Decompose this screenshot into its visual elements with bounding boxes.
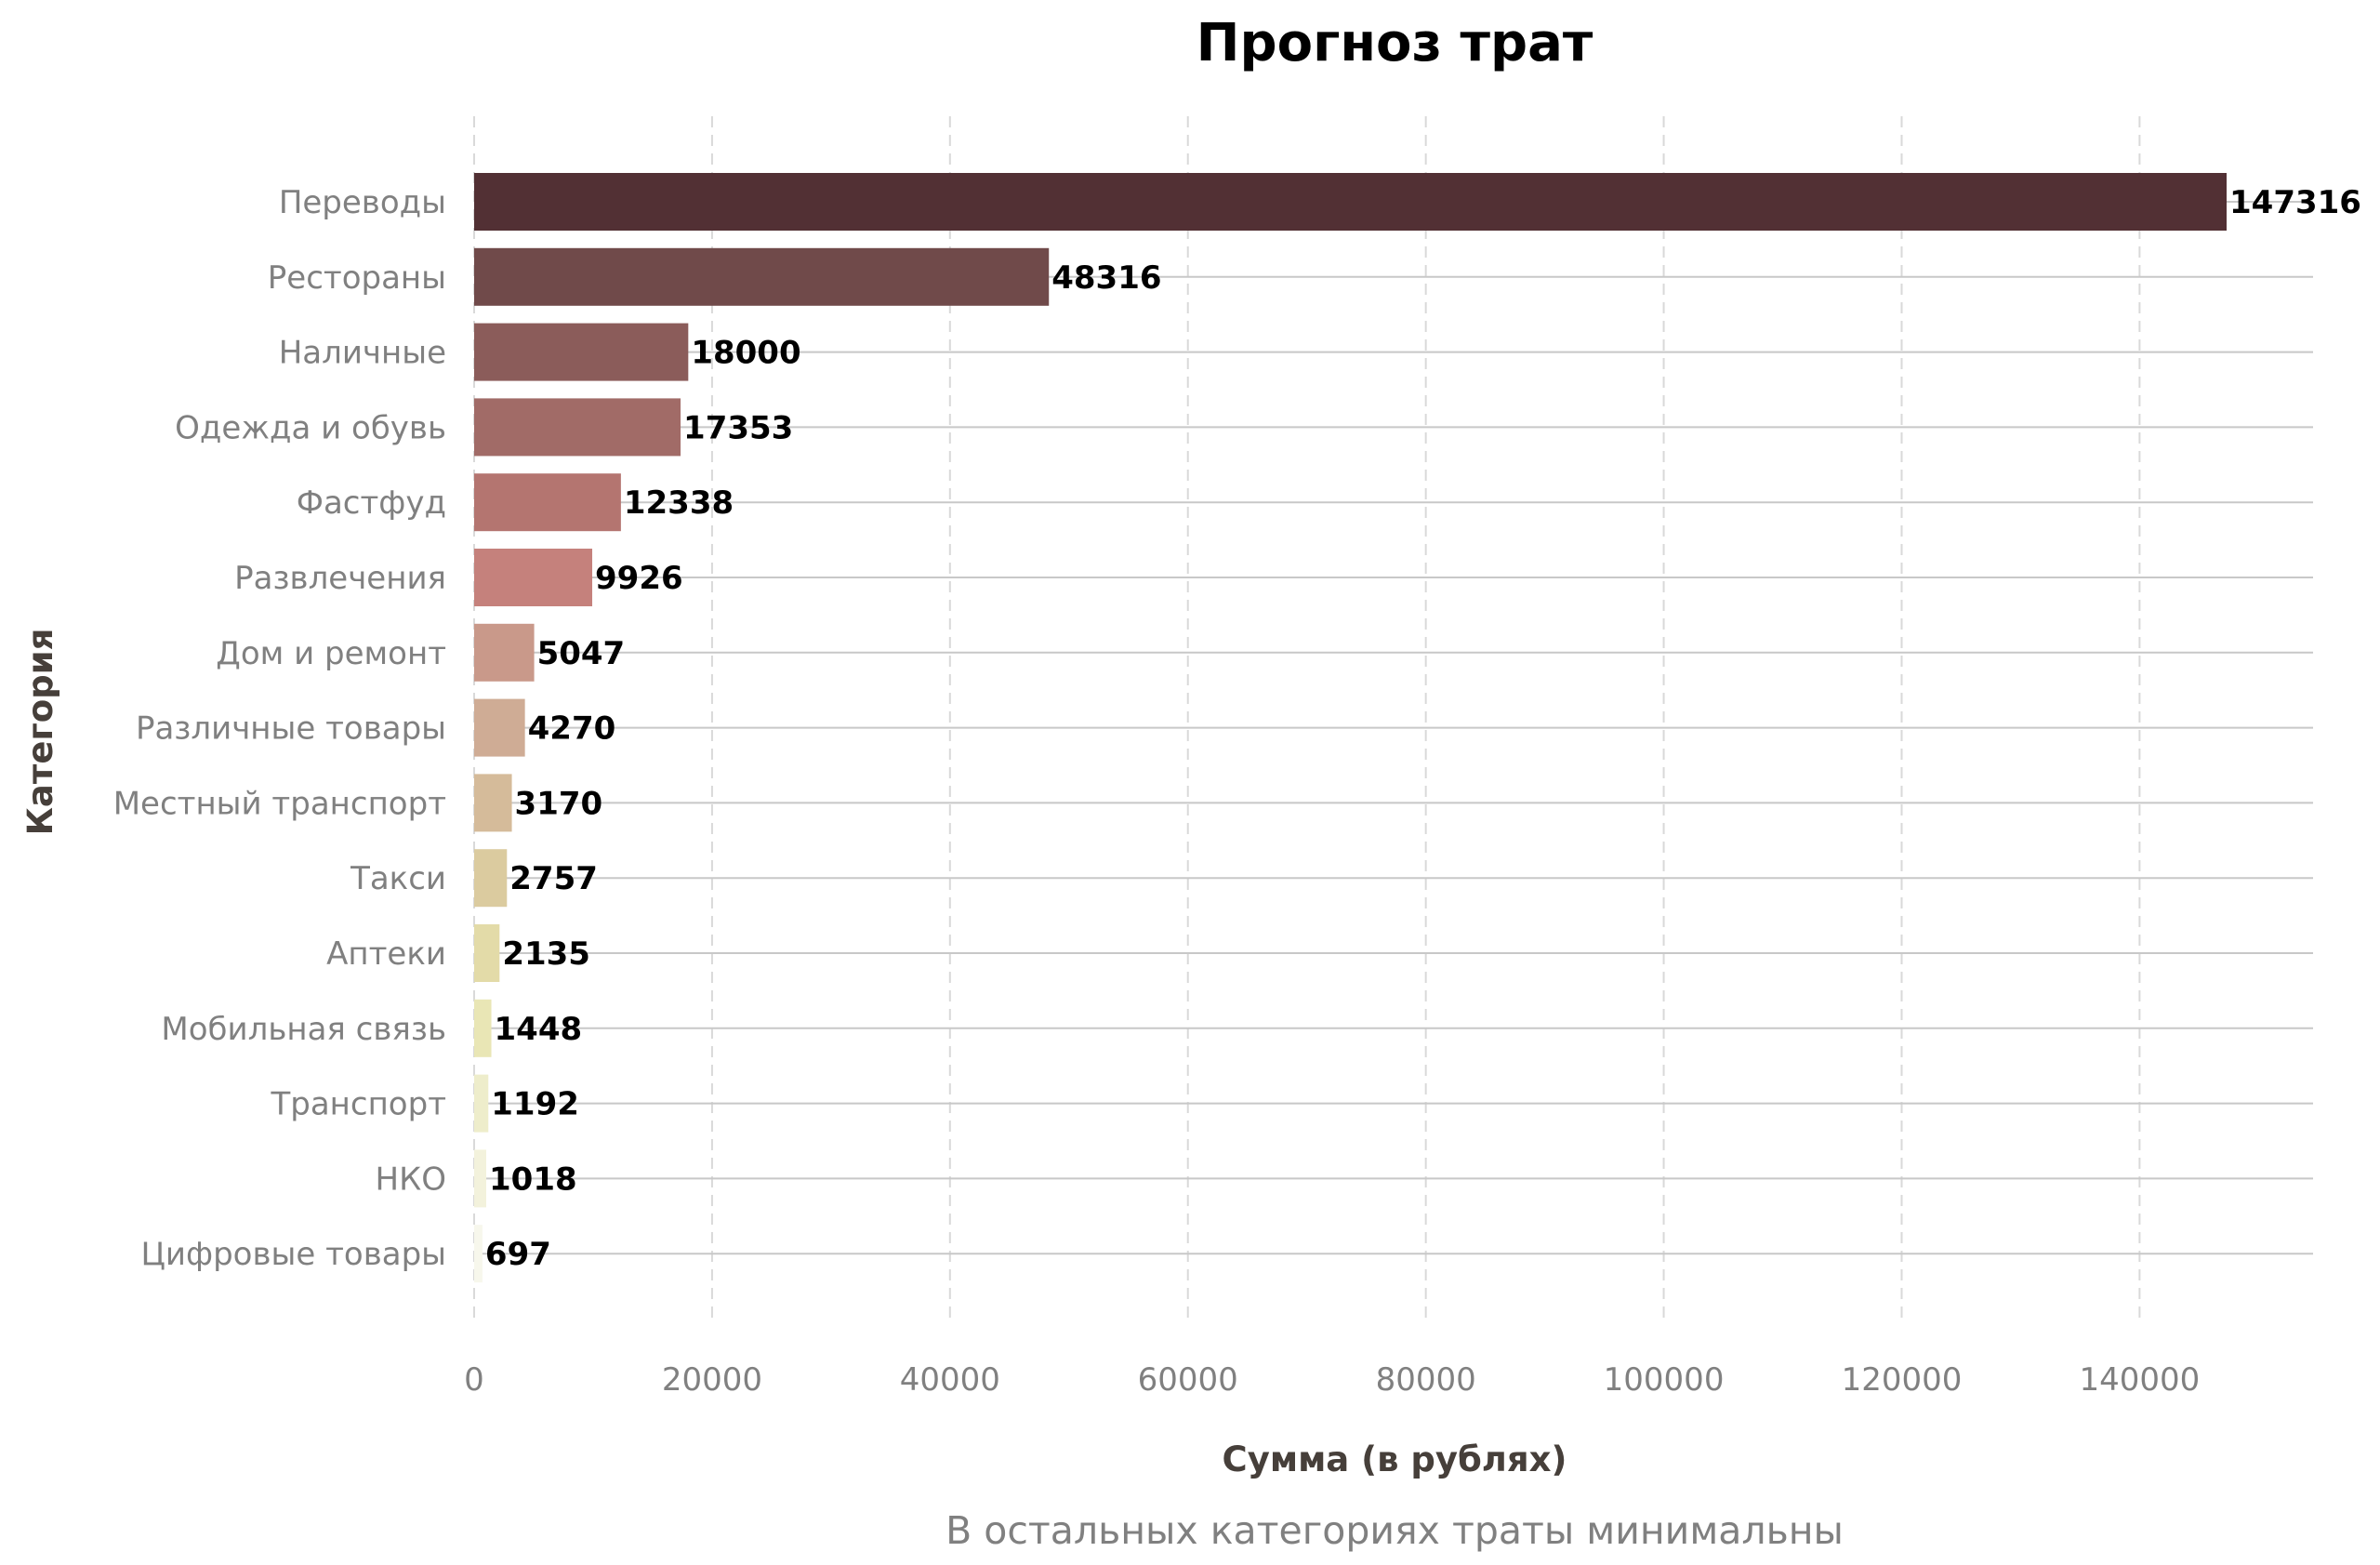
x-tick-label: 0 [464, 1361, 484, 1399]
vertical-gridlines [473, 116, 2141, 1325]
value-labels: 147316 48316 18000 17353 12338 9926 5047 4270 31… [485, 184, 2361, 1273]
category-label: Различные товары [136, 710, 446, 748]
value-label: 147316 [2229, 184, 2361, 221]
category-label: Цифровые товары [141, 1236, 446, 1273]
x-tick-label: 120000 [1842, 1361, 1963, 1399]
category-label: Аптеки [326, 935, 446, 973]
x-axis-title: Сумма (в рублях) [1223, 1439, 1567, 1479]
value-label: 697 [485, 1236, 551, 1273]
value-label: 1448 [495, 1011, 583, 1048]
category-label: Транспорт [270, 1086, 446, 1123]
x-tick-labels: 0 20000 40000 60000 80000 100000 120000 140000 [464, 1361, 2200, 1399]
value-label: 18000 [691, 335, 800, 372]
x-tick-label: 20000 [662, 1361, 762, 1399]
category-label: Фастфуд [297, 484, 446, 522]
category-label: Наличные [279, 335, 446, 372]
x-tick-label: 60000 [1138, 1361, 1238, 1399]
category-label: НКО [376, 1160, 446, 1198]
bar [474, 398, 681, 457]
bar [474, 849, 508, 908]
bar [474, 247, 1050, 306]
category-label: Такси [350, 860, 446, 897]
value-label: 2135 [502, 935, 590, 973]
value-label: 48316 [1051, 259, 1161, 297]
category-label: Развлечения [234, 560, 446, 597]
bar [474, 473, 621, 532]
bar [474, 698, 525, 757]
bar [474, 924, 500, 982]
value-label: 12338 [624, 484, 734, 522]
x-tick-label: 140000 [2079, 1361, 2200, 1399]
value-label: 5047 [537, 635, 626, 672]
category-labels: Переводы Рестораны Наличные Одежда и обувь Ф… [113, 184, 446, 1273]
chart-footnote: В остальных категориях траты минимальны [945, 1508, 1844, 1553]
category-label: Одежда и обувь [175, 409, 446, 446]
bar [474, 1074, 489, 1133]
bar [474, 323, 689, 381]
category-label: Местный транспорт [113, 785, 446, 822]
bar [474, 999, 492, 1057]
bar [474, 549, 593, 606]
value-label: 1018 [489, 1160, 577, 1198]
bar [474, 1149, 487, 1208]
category-label: Переводы [279, 184, 446, 221]
value-label: 17353 [683, 409, 793, 446]
category-label: Рестораны [268, 259, 446, 297]
bars [474, 173, 2227, 1283]
x-tick-label: 40000 [900, 1361, 1000, 1399]
x-tick-label: 80000 [1376, 1361, 1476, 1399]
y-axis-title: Категория [20, 629, 60, 836]
value-label: 2757 [509, 860, 598, 897]
bar [474, 173, 2227, 231]
value-label: 9926 [595, 560, 683, 597]
bar [474, 1225, 483, 1283]
value-label: 1192 [491, 1086, 579, 1123]
bar [474, 623, 535, 682]
category-label: Дом и ремонт [216, 635, 446, 672]
bar [474, 774, 512, 832]
x-tick-label: 100000 [1604, 1361, 1725, 1399]
value-label: 4270 [528, 710, 616, 748]
chart-title: Прогноз трат [1197, 13, 1593, 73]
category-label: Мобильная связь [161, 1011, 446, 1048]
value-label: 3170 [515, 785, 603, 822]
